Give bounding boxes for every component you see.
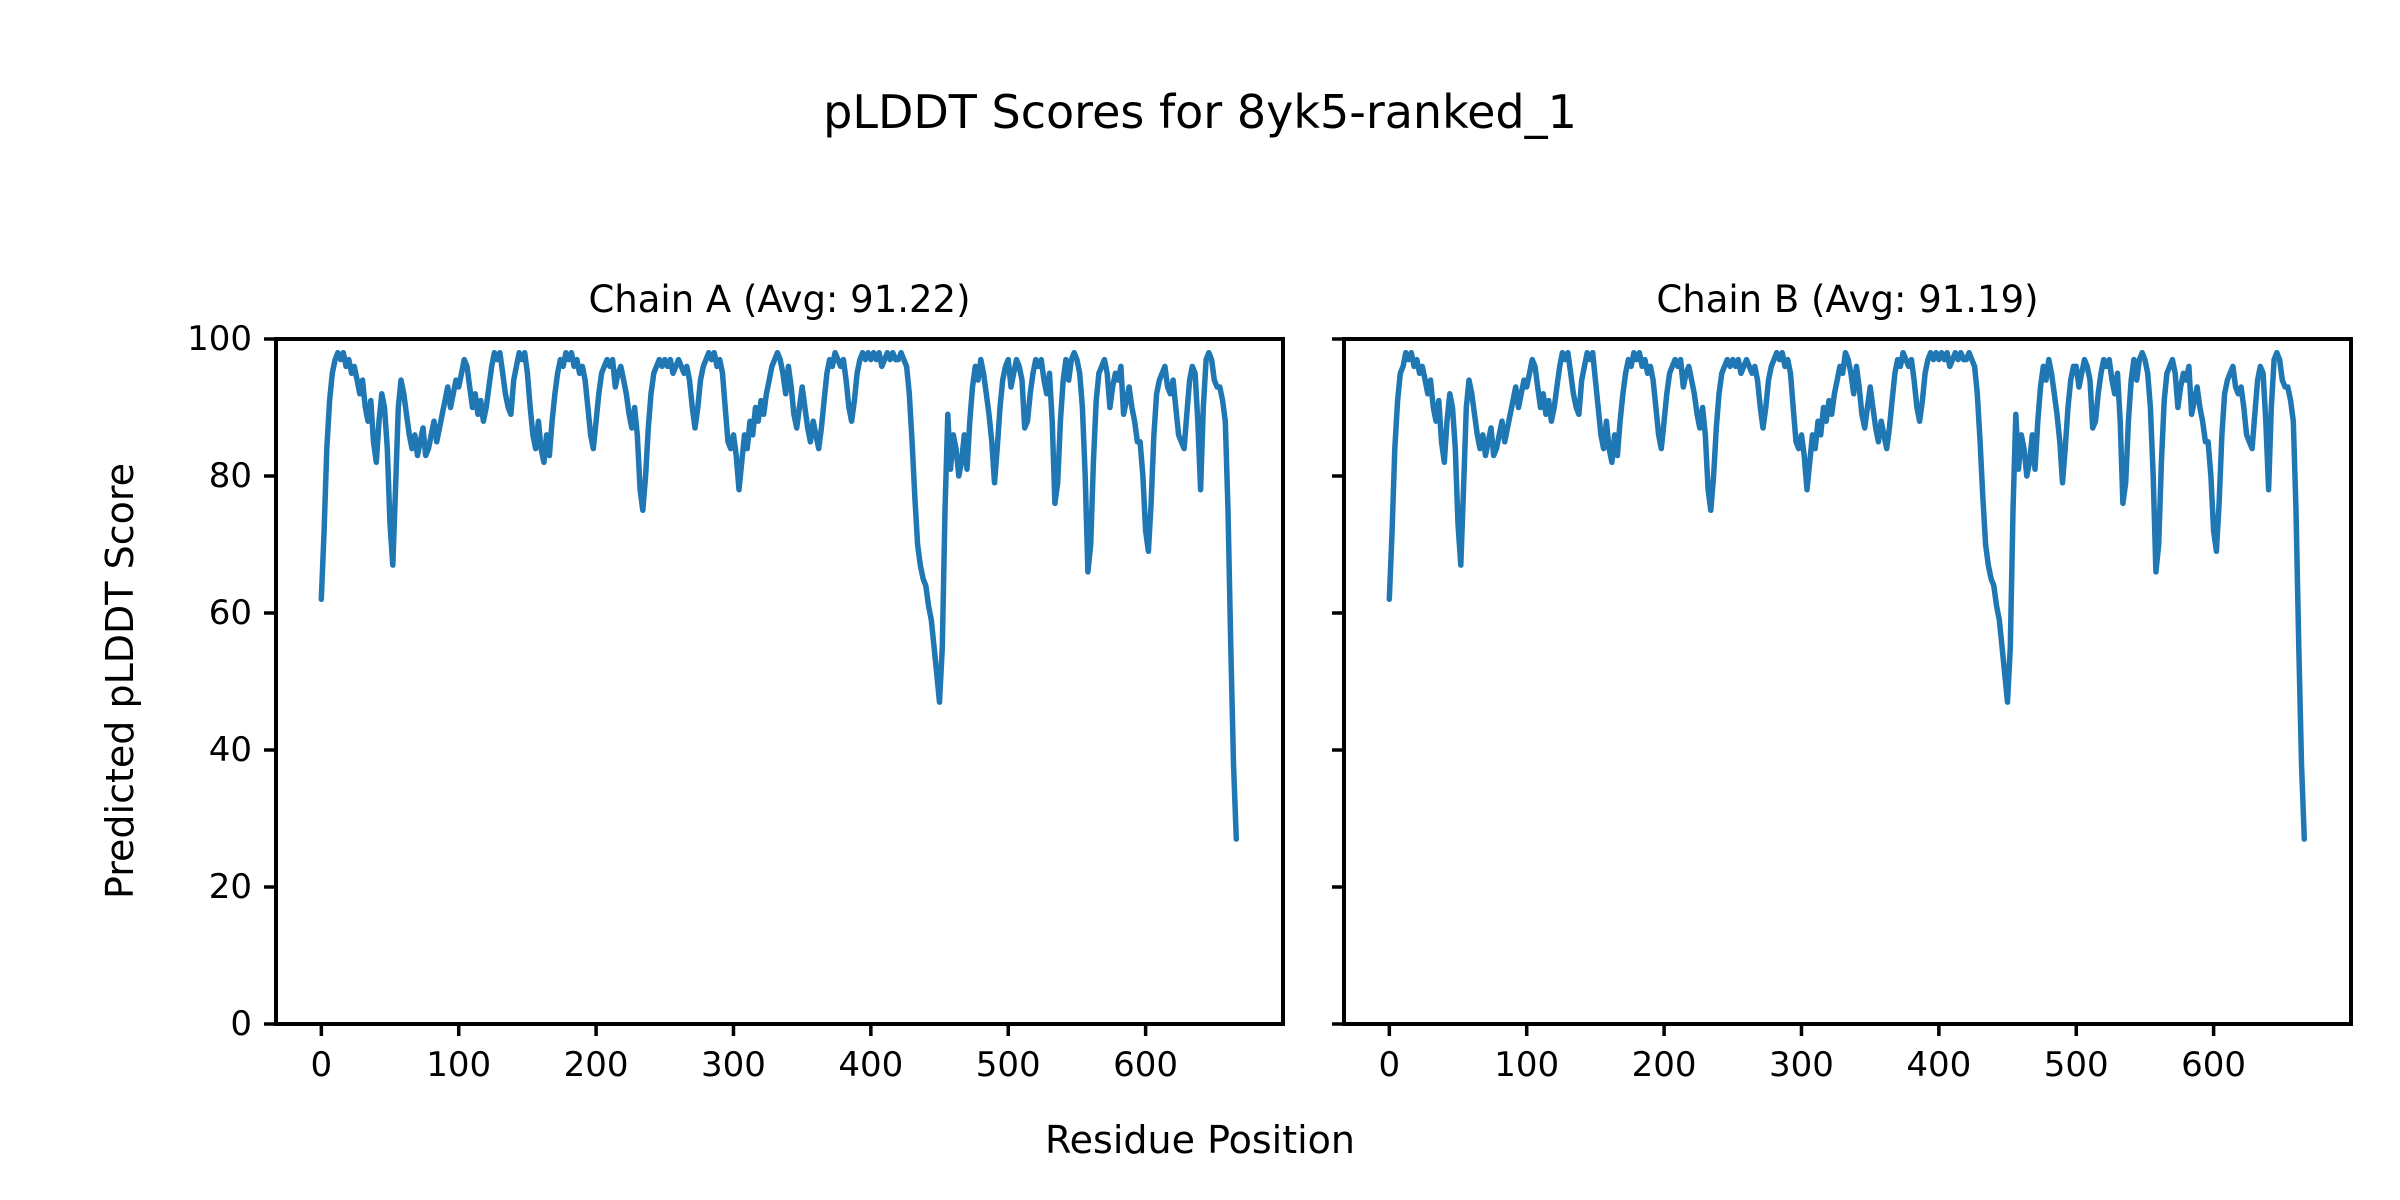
- plddt-line: [1386, 349, 2308, 842]
- y-tick-label: 40: [208, 730, 252, 770]
- x-tick-label: 300: [701, 1045, 766, 1085]
- axes-spines: [274, 337, 1285, 1026]
- x-tick-label: 400: [838, 1045, 904, 1085]
- y-axis-label: Predicted pLDDT Score: [98, 463, 142, 899]
- x-tick-label: 500: [2043, 1045, 2109, 1085]
- y-tick-label: 60: [208, 593, 252, 633]
- axes-spines: [1342, 337, 2353, 1026]
- y-tick-label: 20: [208, 867, 252, 907]
- x-tick-label: 0: [310, 1045, 333, 1085]
- plddt-line: [318, 349, 1240, 842]
- x-tick-label: 200: [563, 1045, 629, 1085]
- y-tick-label: 100: [187, 319, 252, 359]
- chain-b-title: Chain B (Avg: 91.19): [1656, 278, 2039, 321]
- x-tick-label: 300: [1769, 1045, 1834, 1085]
- x-tick-label: 400: [1906, 1045, 1972, 1085]
- x-tick-label: 500: [975, 1045, 1041, 1085]
- x-tick-label: 200: [1631, 1045, 1697, 1085]
- figure-title: pLDDT Scores for 8yk5-ranked_1: [823, 85, 1577, 139]
- y-tick-label: 0: [230, 1004, 252, 1044]
- x-tick-label: 600: [2181, 1045, 2247, 1085]
- chain-a-subplot: Chain A (Avg: 91.22) 0 100 200 300 400 500 600…: [187, 278, 1285, 1085]
- y-tick-label: 80: [208, 456, 252, 496]
- chain-a-title: Chain A (Avg: 91.22): [588, 278, 971, 321]
- x-tick-label: 100: [1494, 1045, 1560, 1085]
- chain-b-subplot: Chain B (Avg: 91.19) 0 100 200 300 400 500 600: [1332, 278, 2353, 1085]
- chain-a-line-plot: [264, 337, 1285, 1036]
- x-tick-label: 100: [426, 1045, 492, 1085]
- x-axis-label: Residue Position: [1044, 1118, 1356, 1162]
- x-tick-label: 0: [1378, 1045, 1401, 1085]
- chain-b-line-plot: [1332, 337, 2353, 1036]
- x-tick-label: 600: [1113, 1045, 1179, 1085]
